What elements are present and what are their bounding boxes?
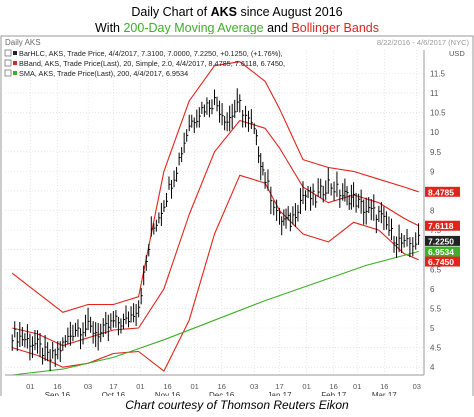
- price-tag-box: [425, 246, 460, 257]
- x-day-label: 01: [190, 382, 198, 391]
- legend-swatch: [13, 71, 17, 75]
- x-month-label: Mar 17: [372, 391, 397, 396]
- y-tick-label: 5: [430, 324, 435, 333]
- x-day-label: 01: [353, 382, 361, 391]
- sma-line: [12, 250, 419, 376]
- axes: 44.555.566.577.588.599.51010.51111.50116…: [5, 50, 446, 396]
- bollinger-line: [11, 61, 419, 313]
- price-tag-label: 6.7450: [428, 257, 454, 267]
- panel-header: Daily AKS 8/22/2016 - 4/6/2017 (NYC) USD: [5, 38, 470, 58]
- chart-background: [0, 34, 474, 396]
- price-tag-label: 8.4785: [428, 187, 454, 197]
- x-day-label: 17: [275, 382, 283, 391]
- price-chart: 44.555.566.577.588.599.51010.51111.50116…: [0, 34, 474, 396]
- legend-entry: BarHLC, AKS, Trade Price, 4/4/2017, 7.31…: [19, 49, 283, 58]
- sma-200: [12, 250, 419, 376]
- x-day-label: 16: [53, 382, 61, 391]
- panel-date-range: 8/22/2016 - 4/6/2017 (NYC): [377, 38, 470, 47]
- subtitle-moving-average: 200-Day Moving Average: [123, 21, 264, 35]
- x-day-label: 03: [250, 382, 258, 391]
- x-day-label: 01: [136, 382, 144, 391]
- legend-entry: BBand, AKS, Trade Price(Last), 20, Simpl…: [19, 59, 285, 68]
- y-tick-label: 6: [430, 285, 435, 294]
- panel-name: Daily AKS: [5, 38, 41, 47]
- legend-checkbox: [4, 59, 12, 67]
- y-tick-label: 11.5: [430, 69, 446, 78]
- price-tag-label: 7.2250: [428, 236, 454, 246]
- legend-entry: SMA, AKS, Trade Price(Last), 200, 4/4/20…: [19, 69, 188, 78]
- title-line-2: With 200-Day Moving Average and Bollinge…: [0, 20, 474, 36]
- price-tag-box: [425, 235, 460, 246]
- x-month-label: Sep 16: [45, 391, 71, 396]
- y-tick-label: 9.5: [430, 148, 442, 157]
- legend-swatch: [13, 61, 17, 65]
- price-tag-label: 7.6118: [428, 221, 454, 231]
- legend-checkbox: [4, 69, 12, 77]
- title-line-1: Daily Chart of AKS since August 2016: [0, 4, 474, 20]
- y-tick-label: 4.5: [430, 344, 442, 353]
- x-day-label: 16: [330, 382, 338, 391]
- x-month-label: Oct 16: [102, 391, 126, 396]
- x-month-label: Feb 17: [321, 391, 346, 396]
- x-day-label: 17: [109, 382, 117, 391]
- y-tick-label: 4: [430, 363, 435, 372]
- title-prefix: Daily Chart of: [131, 5, 211, 19]
- grid-lines: [5, 50, 424, 375]
- subtitle-prefix: With: [95, 21, 124, 35]
- price-tag-box: [425, 220, 460, 231]
- y-tick-label: 9: [430, 167, 435, 176]
- legend: BarHLC, AKS, Trade Price, 4/4/2017, 7.31…: [4, 49, 285, 78]
- legend-swatch: [13, 51, 17, 55]
- x-month-label: Dec 16: [209, 391, 235, 396]
- x-day-label: 01: [302, 382, 310, 391]
- x-day-label: 03: [413, 382, 421, 391]
- price-tag-label: 6.9534: [428, 247, 454, 257]
- y-tick-label: 8: [430, 207, 435, 216]
- y-tick-label: 10.5: [430, 109, 446, 118]
- price-tag-box: [425, 256, 460, 267]
- subtitle-bollinger: Bollinger Bands: [291, 21, 379, 35]
- price-tag-box: [425, 186, 460, 197]
- bollinger-line: [12, 119, 419, 347]
- x-month-label: Nov 16: [155, 391, 181, 396]
- title-ticker: AKS: [210, 5, 237, 19]
- x-month-label: Jan 17: [268, 391, 293, 396]
- legend-checkbox: [4, 49, 12, 57]
- x-day-label: 16: [163, 382, 171, 391]
- subtitle-and: and: [263, 21, 292, 35]
- y-tick-label: 10: [430, 128, 439, 137]
- x-day-label: 01: [26, 382, 34, 391]
- chart-title: Daily Chart of AKS since August 2016 Wit…: [0, 4, 474, 36]
- title-suffix: since August 2016: [236, 5, 343, 19]
- y-tick-label: 6.5: [430, 265, 442, 274]
- x-day-label: 16: [218, 382, 226, 391]
- price-bars: [11, 88, 421, 372]
- chart-credit: Chart courtesy of Thomson Reuters Eikon: [125, 398, 349, 412]
- chart-frame: [0, 35, 474, 396]
- x-day-label: 03: [84, 382, 92, 391]
- y-tick-label: 5.5: [430, 304, 442, 313]
- currency-label: USD: [449, 49, 465, 58]
- y-tick-label: 11: [430, 89, 439, 98]
- x-day-label: 16: [380, 382, 388, 391]
